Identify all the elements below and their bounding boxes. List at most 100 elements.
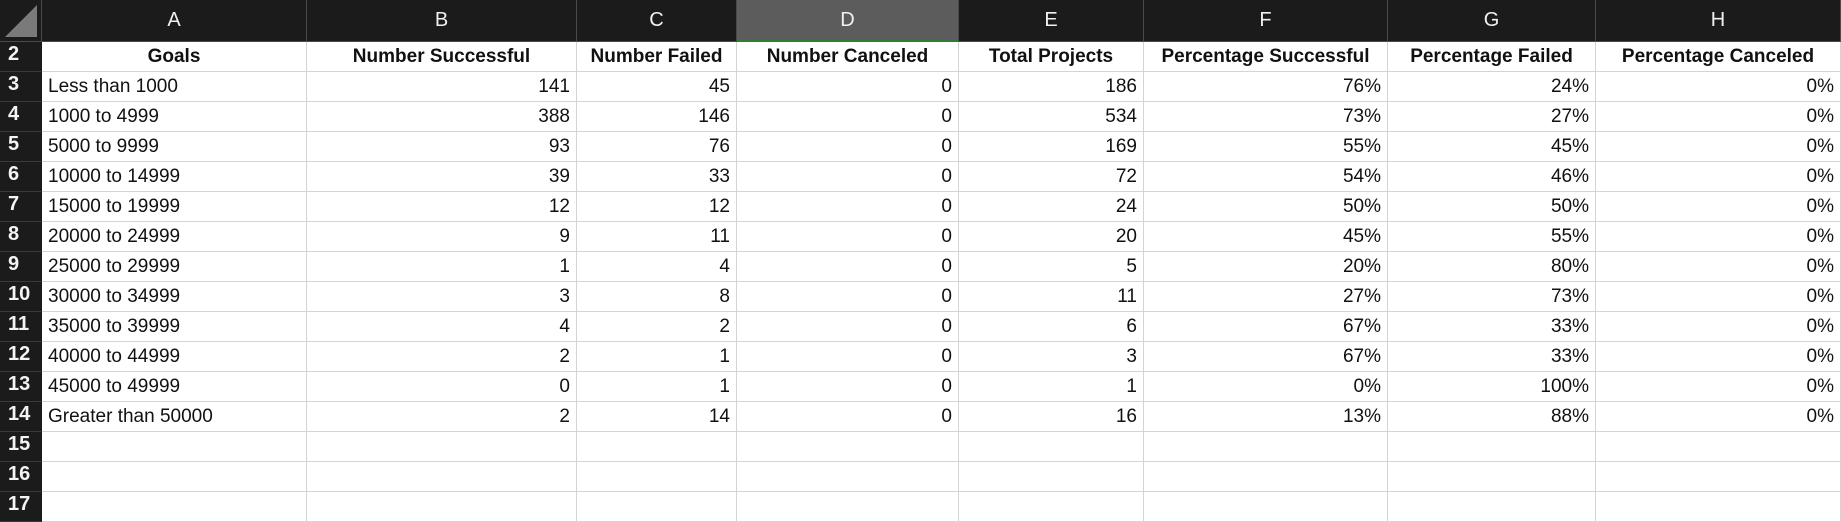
- row-header[interactable]: 4: [0, 102, 42, 132]
- value-cell[interactable]: 73%: [1144, 102, 1388, 132]
- goal-cell[interactable]: 45000 to 49999: [42, 372, 307, 402]
- value-cell[interactable]: 169: [959, 132, 1144, 162]
- value-cell[interactable]: 46%: [1388, 162, 1596, 192]
- value-cell[interactable]: 11: [959, 282, 1144, 312]
- goal-cell[interactable]: 5000 to 9999: [42, 132, 307, 162]
- value-cell[interactable]: 0: [737, 132, 959, 162]
- value-cell[interactable]: 72: [959, 162, 1144, 192]
- select-all-corner[interactable]: [0, 0, 42, 42]
- value-cell[interactable]: 0%: [1596, 72, 1841, 102]
- column-header-h[interactable]: H: [1596, 0, 1841, 42]
- value-cell[interactable]: 45: [577, 72, 737, 102]
- value-cell[interactable]: 20%: [1144, 252, 1388, 282]
- value-cell[interactable]: 2: [307, 342, 577, 372]
- row-header[interactable]: 16: [0, 462, 42, 492]
- value-cell[interactable]: [577, 462, 737, 492]
- row-header[interactable]: 5: [0, 132, 42, 162]
- header-cell[interactable]: Percentage Canceled: [1596, 42, 1841, 72]
- value-cell[interactable]: 0: [737, 372, 959, 402]
- value-cell[interactable]: [959, 462, 1144, 492]
- value-cell[interactable]: 3: [959, 342, 1144, 372]
- goal-cell[interactable]: 25000 to 29999: [42, 252, 307, 282]
- value-cell[interactable]: [1596, 432, 1841, 462]
- value-cell[interactable]: 27%: [1388, 102, 1596, 132]
- value-cell[interactable]: 76: [577, 132, 737, 162]
- value-cell[interactable]: 141: [307, 72, 577, 102]
- value-cell[interactable]: [307, 492, 577, 522]
- goal-cell[interactable]: 20000 to 24999: [42, 222, 307, 252]
- value-cell[interactable]: 67%: [1144, 312, 1388, 342]
- value-cell[interactable]: [959, 492, 1144, 522]
- value-cell[interactable]: 0%: [1596, 162, 1841, 192]
- value-cell[interactable]: 0%: [1596, 372, 1841, 402]
- value-cell[interactable]: [307, 462, 577, 492]
- header-cell[interactable]: Number Canceled: [737, 42, 959, 72]
- value-cell[interactable]: 54%: [1144, 162, 1388, 192]
- row-header[interactable]: 14: [0, 402, 42, 432]
- value-cell[interactable]: 50%: [1388, 192, 1596, 222]
- row-header[interactable]: 15: [0, 432, 42, 462]
- value-cell[interactable]: 2: [577, 312, 737, 342]
- value-cell[interactable]: 16: [959, 402, 1144, 432]
- value-cell[interactable]: [1144, 432, 1388, 462]
- column-header-f[interactable]: F: [1144, 0, 1388, 42]
- value-cell[interactable]: 8: [577, 282, 737, 312]
- value-cell[interactable]: [307, 432, 577, 462]
- row-header[interactable]: 12: [0, 342, 42, 372]
- value-cell[interactable]: 12: [307, 192, 577, 222]
- row-header[interactable]: 6: [0, 162, 42, 192]
- value-cell[interactable]: 0: [737, 312, 959, 342]
- row-header[interactable]: 9: [0, 252, 42, 282]
- goal-cell[interactable]: 35000 to 39999: [42, 312, 307, 342]
- value-cell[interactable]: 1: [959, 372, 1144, 402]
- value-cell[interactable]: 5: [959, 252, 1144, 282]
- header-cell[interactable]: Number Successful: [307, 42, 577, 72]
- select-all-triangle-icon[interactable]: [5, 5, 37, 37]
- column-header-a[interactable]: A: [42, 0, 307, 42]
- value-cell[interactable]: 146: [577, 102, 737, 132]
- goal-cell[interactable]: 10000 to 14999: [42, 162, 307, 192]
- value-cell[interactable]: [737, 462, 959, 492]
- value-cell[interactable]: [1144, 492, 1388, 522]
- value-cell[interactable]: 27%: [1144, 282, 1388, 312]
- value-cell[interactable]: 0%: [1596, 312, 1841, 342]
- value-cell[interactable]: [1388, 462, 1596, 492]
- row-header[interactable]: 11: [0, 312, 42, 342]
- value-cell[interactable]: 3: [307, 282, 577, 312]
- value-cell[interactable]: 13%: [1144, 402, 1388, 432]
- value-cell[interactable]: [577, 432, 737, 462]
- header-cell[interactable]: Percentage Failed: [1388, 42, 1596, 72]
- value-cell[interactable]: 88%: [1388, 402, 1596, 432]
- row-header[interactable]: 3: [0, 72, 42, 102]
- value-cell[interactable]: 0: [307, 372, 577, 402]
- value-cell[interactable]: 0: [737, 192, 959, 222]
- value-cell[interactable]: [959, 432, 1144, 462]
- value-cell[interactable]: 1: [577, 342, 737, 372]
- value-cell[interactable]: [737, 492, 959, 522]
- value-cell[interactable]: 0: [737, 162, 959, 192]
- value-cell[interactable]: 80%: [1388, 252, 1596, 282]
- row-header[interactable]: 7: [0, 192, 42, 222]
- value-cell[interactable]: 55%: [1144, 132, 1388, 162]
- value-cell[interactable]: 534: [959, 102, 1144, 132]
- value-cell[interactable]: 0%: [1596, 282, 1841, 312]
- value-cell[interactable]: 0: [737, 402, 959, 432]
- value-cell[interactable]: 0%: [1596, 402, 1841, 432]
- value-cell[interactable]: 0: [737, 252, 959, 282]
- value-cell[interactable]: 6: [959, 312, 1144, 342]
- value-cell[interactable]: 0%: [1596, 222, 1841, 252]
- value-cell[interactable]: 0%: [1596, 252, 1841, 282]
- value-cell[interactable]: 0%: [1596, 192, 1841, 222]
- row-header[interactable]: 17: [0, 492, 42, 522]
- row-header[interactable]: 2: [0, 42, 42, 72]
- value-cell[interactable]: 50%: [1144, 192, 1388, 222]
- value-cell[interactable]: 0%: [1596, 132, 1841, 162]
- goal-cell[interactable]: [42, 432, 307, 462]
- value-cell[interactable]: 14: [577, 402, 737, 432]
- value-cell[interactable]: [737, 432, 959, 462]
- value-cell[interactable]: 4: [307, 312, 577, 342]
- value-cell[interactable]: 0: [737, 72, 959, 102]
- value-cell[interactable]: 33%: [1388, 312, 1596, 342]
- value-cell[interactable]: 0: [737, 222, 959, 252]
- value-cell[interactable]: 0%: [1596, 102, 1841, 132]
